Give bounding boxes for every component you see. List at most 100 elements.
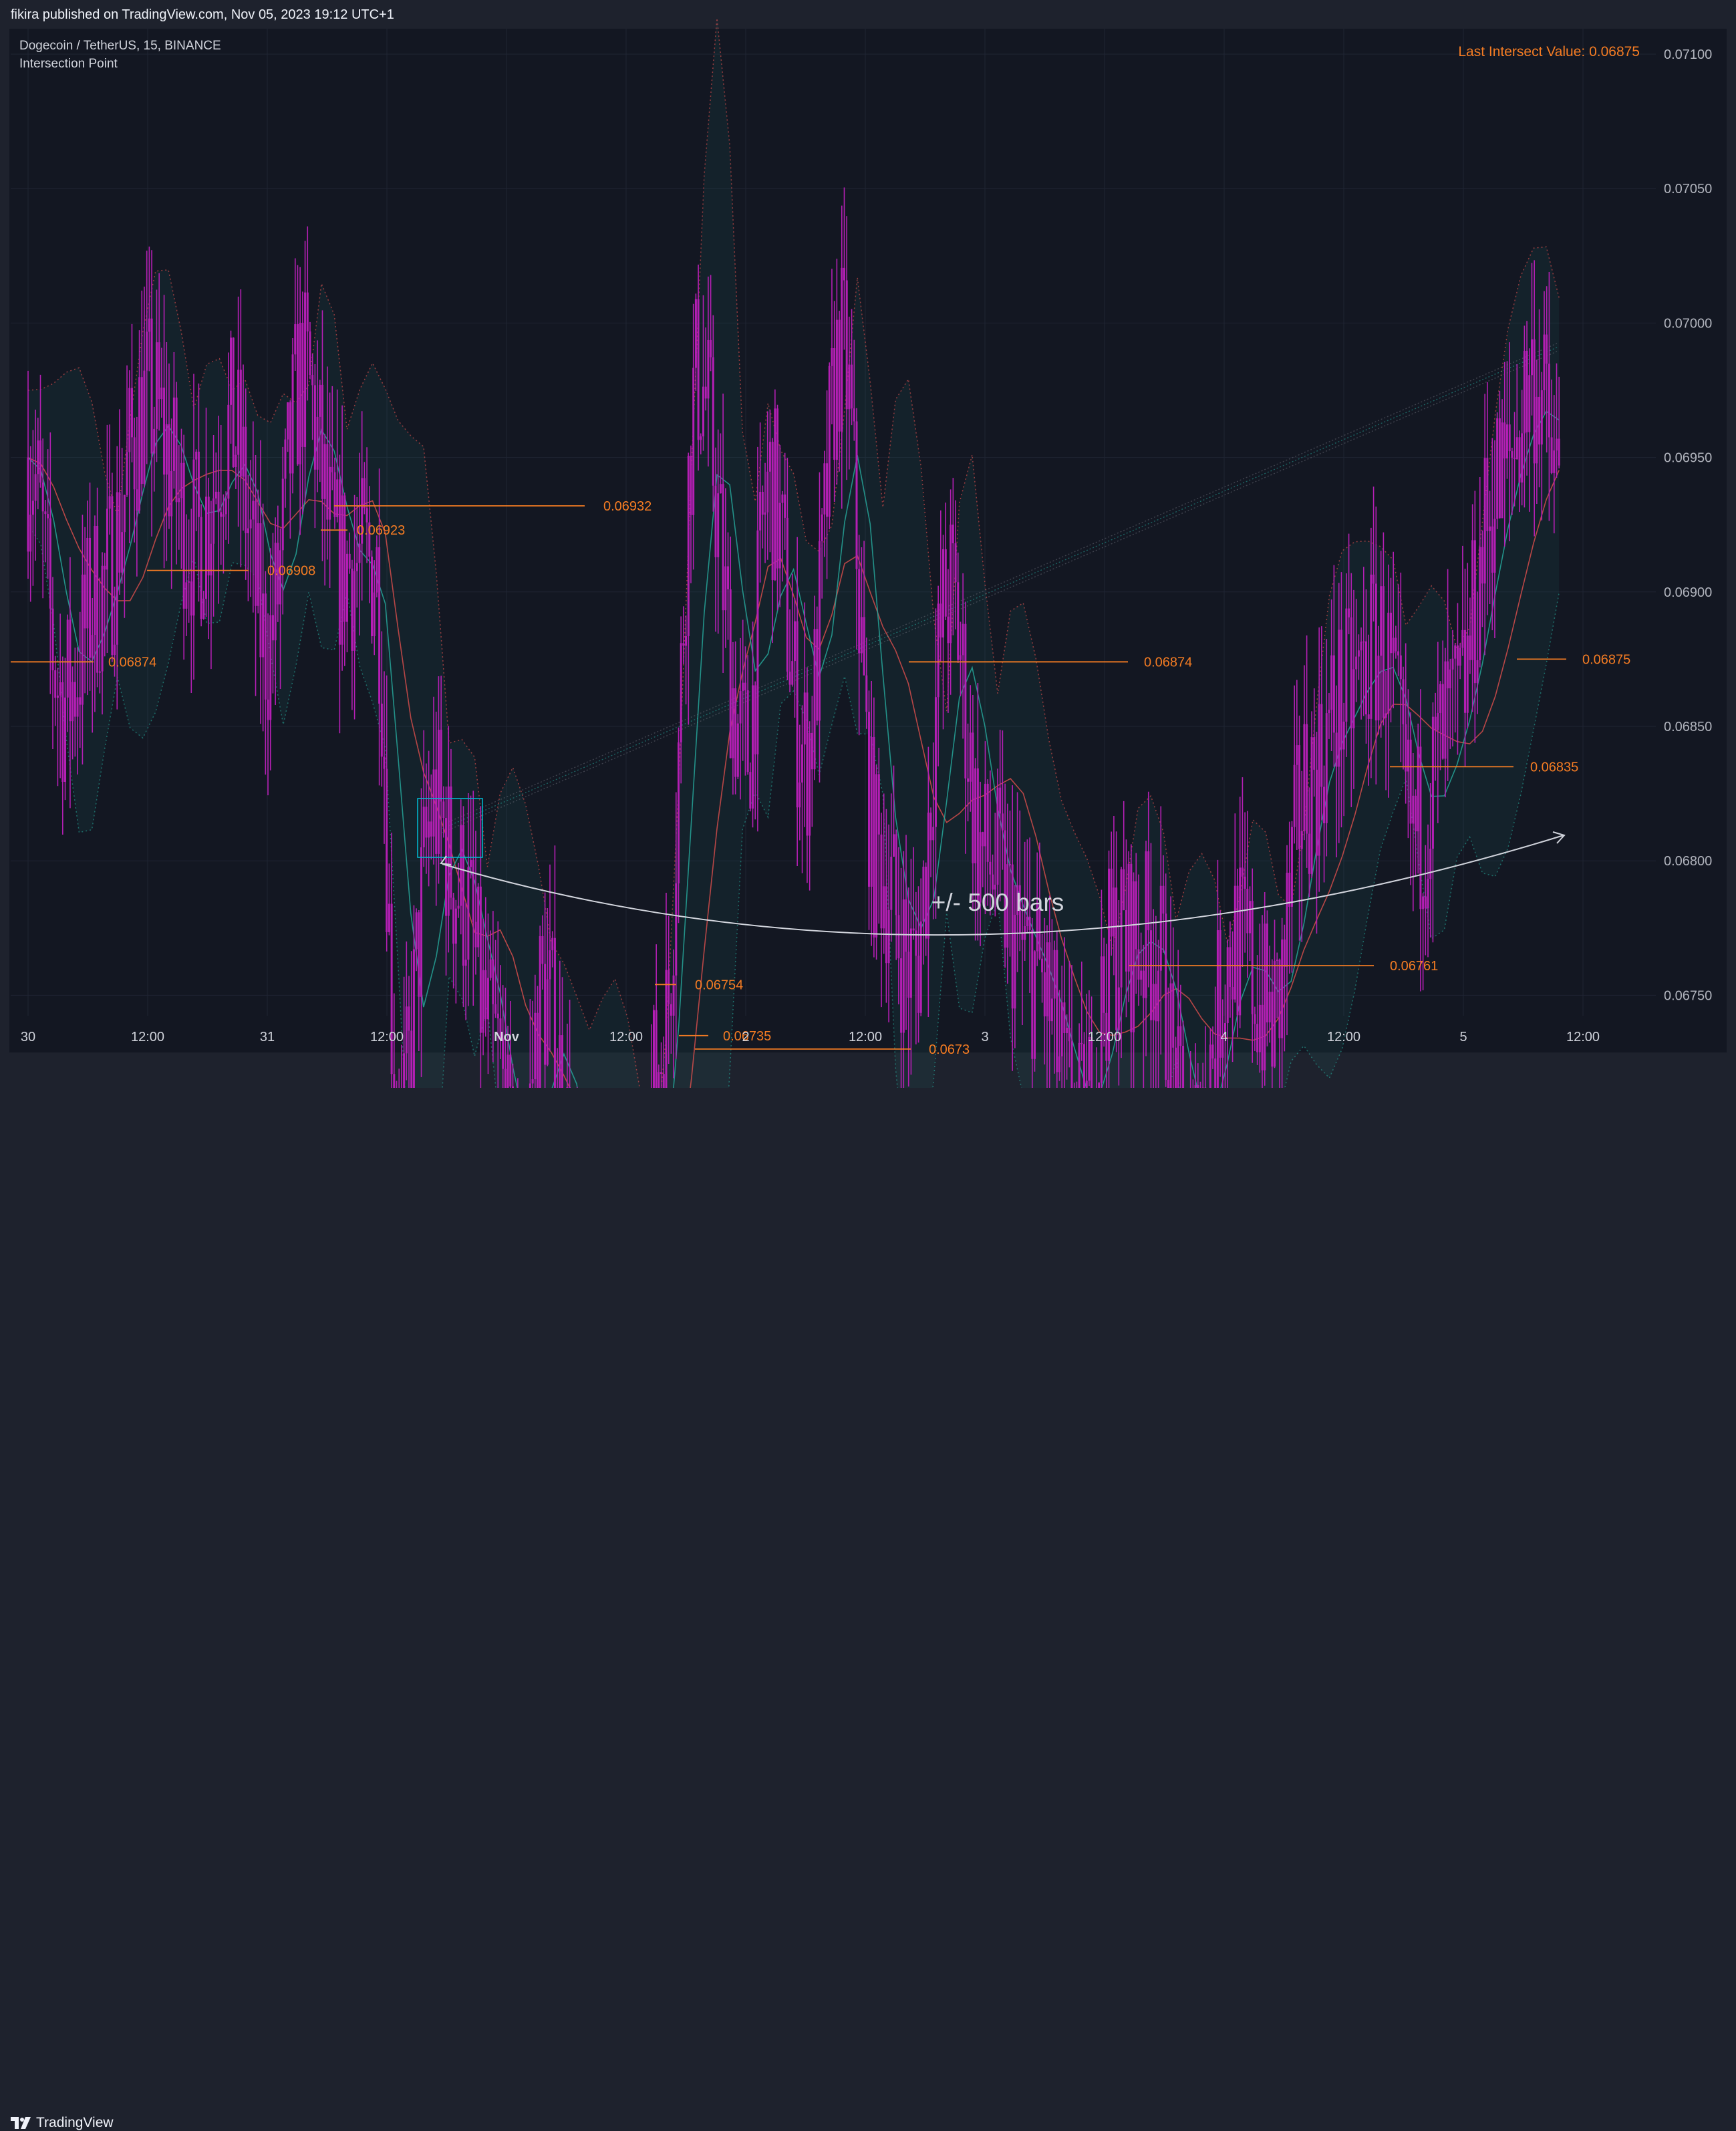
candle-body [445, 818, 447, 915]
candle-body [343, 495, 345, 621]
candle-body [218, 492, 220, 513]
candle-body [1383, 586, 1385, 718]
candle-body [1412, 796, 1414, 824]
candle-body [289, 402, 291, 473]
price-tick-label: 0.07100 [1664, 47, 1712, 62]
candle-body [1254, 1014, 1256, 1024]
candle-body [1415, 796, 1417, 831]
candle-body [1318, 704, 1320, 856]
candle-body [791, 661, 793, 684]
price-chart[interactable]: 0.068740.069080.069230.069320.067540.067… [0, 0, 1736, 1088]
candle-body [1486, 458, 1488, 531]
candle-body [989, 862, 991, 875]
candle-body [1350, 617, 1352, 728]
candle-body [1311, 737, 1313, 874]
candle-body [32, 501, 34, 515]
price-tick-label: 0.06900 [1664, 585, 1712, 600]
candle-body [1128, 864, 1130, 972]
candle-body [47, 514, 49, 518]
candle-body [1484, 458, 1486, 583]
candle-body [865, 676, 867, 712]
candle-body [126, 452, 128, 495]
candle-body [1029, 917, 1031, 930]
candle-body [1419, 746, 1421, 909]
candle-body [1135, 881, 1137, 950]
candle-body [1489, 527, 1491, 531]
candle-body [435, 769, 437, 853]
candle-body [897, 915, 899, 958]
candle-body [247, 529, 249, 533]
candle-body [77, 697, 79, 716]
candle-body [1348, 609, 1350, 617]
candle-body [831, 348, 833, 366]
candle-body [1538, 397, 1540, 444]
price-tick-label: 0.07050 [1664, 182, 1712, 196]
candle-body [148, 319, 150, 332]
candle-body [727, 567, 729, 589]
candle-body [816, 629, 818, 720]
price-axis[interactable]: 0.071000.070500.070000.069500.069000.068… [1664, 47, 1712, 1088]
candle-body [984, 784, 986, 847]
candle-body [1343, 722, 1345, 750]
candle-body [871, 737, 873, 887]
candle-body [823, 463, 825, 515]
candle-body [128, 388, 130, 452]
candle-body [688, 456, 690, 636]
candle-body [885, 886, 887, 963]
candle-body [42, 482, 44, 511]
candle-body [1150, 930, 1152, 1020]
candle-body [734, 688, 736, 777]
tradingview-logo-icon [11, 2117, 31, 2129]
candle-body [54, 670, 56, 698]
candle-body [99, 672, 101, 673]
candle-body [905, 899, 907, 952]
candle-body [967, 778, 969, 782]
candle-body [1553, 450, 1555, 473]
candle-body [766, 472, 768, 513]
candle-body [243, 427, 245, 477]
candle-body [1524, 351, 1526, 433]
candle-body [1147, 851, 1149, 930]
candle-body [724, 567, 726, 611]
candle-body [1469, 635, 1471, 660]
level-label: 0.06835 [1530, 760, 1578, 774]
tradingview-brand[interactable]: TradingView [11, 2115, 114, 2131]
candle-body [202, 599, 204, 619]
candle-body [821, 515, 823, 541]
candle-body [1432, 717, 1434, 849]
candle-body [1499, 418, 1501, 518]
candle-body [1422, 897, 1424, 909]
candle-body [353, 571, 355, 651]
candle-body [690, 456, 692, 515]
candle-body [1316, 770, 1318, 856]
candle-body [754, 686, 756, 754]
candle-body [1157, 971, 1159, 1022]
candle-body [158, 342, 160, 399]
candle-body [425, 807, 427, 837]
candle-body [1546, 335, 1548, 364]
candle-body [59, 682, 61, 696]
candle-body [384, 756, 386, 768]
candle-body [1239, 867, 1241, 1015]
level-label: 0.06923 [357, 523, 405, 538]
candle-body [173, 398, 175, 471]
candle-body [1454, 646, 1456, 659]
candle-body [84, 575, 86, 629]
candle-body [957, 582, 959, 660]
candle-body [494, 1004, 496, 1014]
candle-body [326, 444, 328, 519]
candle-body [855, 422, 857, 569]
candle-body [826, 463, 828, 517]
candle-body [712, 358, 714, 486]
candle-body [1133, 881, 1135, 1032]
candle-body [925, 867, 927, 939]
level-label: 0.06875 [1582, 652, 1630, 667]
candle-body [212, 499, 214, 544]
candle-body [267, 700, 269, 720]
candle-body [183, 463, 185, 609]
candle-body [1479, 547, 1481, 660]
candle-body [1012, 865, 1014, 1009]
candle-body [819, 541, 821, 721]
candle-body [930, 813, 932, 840]
